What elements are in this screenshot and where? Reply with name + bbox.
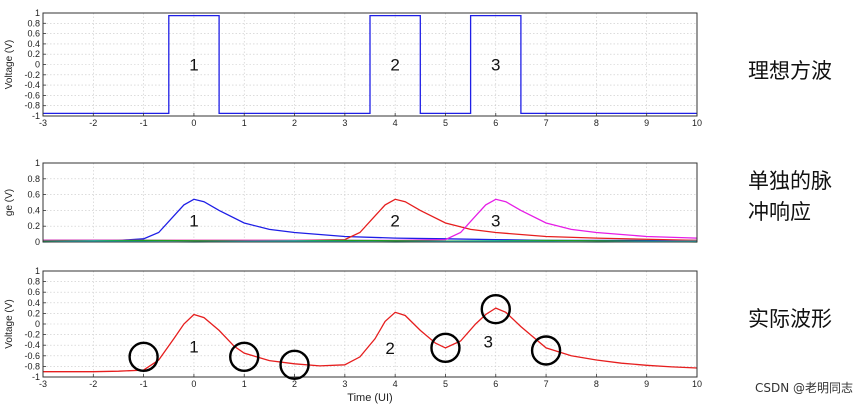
- y-tick-label: 0.6: [27, 190, 40, 200]
- x-tick-label: 4: [393, 118, 398, 128]
- y-tick-label: 0.2: [27, 308, 40, 318]
- y-tick-label: -0.4: [24, 340, 40, 350]
- x-tick-label: 3: [342, 379, 347, 389]
- series-line-1: [43, 307, 698, 373]
- pulse-number-label: 2: [390, 212, 399, 231]
- y-tick-label: 0.8: [27, 174, 40, 184]
- x-tick-label: 1: [242, 118, 247, 128]
- panel-2: 1 0.8 0.6 0.4 0.2 0 ge (V) 1 2 3: [4, 158, 698, 247]
- pulse-number-label: 3: [491, 56, 500, 75]
- x-tick-label: 5: [443, 118, 448, 128]
- x-tick-label: -1: [140, 118, 148, 128]
- series-line-1: [43, 14, 697, 115]
- y-tick-label: 1: [35, 158, 40, 168]
- y-tick-label: 0.6: [27, 287, 40, 297]
- x-tick-label: 4: [393, 379, 398, 389]
- x-tick-label: 3: [342, 118, 347, 128]
- y-tick-label: 0.8: [27, 277, 40, 287]
- x-tick-label: 2: [292, 118, 297, 128]
- y-tick-label: 1: [35, 266, 40, 276]
- pulse-number-label: 1: [189, 212, 198, 231]
- y-tick-label: -0.2: [24, 70, 40, 80]
- x-tick-label: 1: [242, 379, 247, 389]
- label-single-pulse-response: 单独的脉 冲响应: [748, 166, 832, 228]
- x-tick-label: -2: [89, 379, 97, 389]
- sample-marker-circle: [279, 349, 310, 381]
- y-tick-label: -0.8: [24, 361, 40, 371]
- y-tick-label: 0.2: [27, 221, 40, 231]
- x-tick-label: 7: [544, 379, 549, 389]
- sample-marker-circle: [128, 341, 159, 373]
- x-tick-label: 5: [443, 379, 448, 389]
- panel-1: 10.80.60.40.20-0.2-0.4-0.6-0.8-1-3 -2 -1 0 1…: [4, 8, 702, 128]
- x-tick-label: 8: [594, 118, 599, 128]
- pulse-number-label: 1: [189, 56, 198, 75]
- plot-frame: [42, 162, 698, 243]
- x-tick-label: 9: [644, 118, 649, 128]
- label-actual-waveform: 实际波形: [748, 304, 832, 335]
- y-tick-label: -1: [32, 372, 40, 382]
- x-tick-label: 9: [644, 379, 649, 389]
- y-tick-label: 0.4: [27, 205, 40, 215]
- series-line-2: [43, 198, 698, 242]
- x-tick-label: -3: [39, 379, 47, 389]
- x-tick-label: 0: [191, 379, 196, 389]
- x-tick-label: 6: [493, 118, 498, 128]
- pulse-number-label: 3: [483, 332, 492, 351]
- x-tick-label: 0: [191, 118, 196, 128]
- y-axis-label: Voltage (V): [4, 299, 15, 348]
- x-tick-label: -2: [89, 118, 97, 128]
- x-tick-label: -1: [140, 379, 148, 389]
- y-tick-label: 0.4: [27, 39, 40, 49]
- y-tick-label: 0.2: [27, 49, 40, 59]
- watermark: CSDN @老明同志: [754, 381, 853, 395]
- x-tick-label: 8: [594, 379, 599, 389]
- pulse-number-label: 2: [390, 56, 399, 75]
- y-tick-label: -0.6: [24, 90, 40, 100]
- series-line-3: [43, 198, 698, 242]
- y-tick-label: -1: [32, 111, 40, 121]
- x-tick-label: 6: [493, 379, 498, 389]
- sample-marker-circle: [480, 293, 511, 325]
- y-tick-label: 0.4: [27, 298, 40, 308]
- y-tick-label: 0.8: [27, 18, 40, 28]
- x-tick-label: -3: [39, 118, 47, 128]
- y-tick-label: 0: [35, 319, 40, 329]
- y-axis-label: ge (V): [4, 189, 15, 216]
- y-tick-label: 0: [35, 60, 40, 70]
- y-tick-label: 1: [35, 8, 40, 18]
- y-tick-label: -0.8: [24, 101, 40, 111]
- plot-area: [43, 163, 697, 242]
- label-ideal-square-wave: 理想方波: [748, 56, 832, 87]
- panel-3: 10.80.60.40.20-0.2-0.4-0.6-0.8-1-3 -2 -1 0 1…: [4, 266, 702, 404]
- x-tick-label: 10: [692, 118, 702, 128]
- actual-waveform-text: 实际波形: [748, 307, 832, 331]
- y-tick-label: 0.6: [27, 29, 40, 39]
- x-tick-label: 10: [692, 379, 702, 389]
- y-tick-label: -0.2: [24, 330, 40, 340]
- series-line-1: [43, 198, 697, 242]
- x-tick-label: 2: [292, 379, 297, 389]
- pulse-number-label: 2: [385, 339, 394, 358]
- single-pulse-response-line1: 单独的脉: [748, 169, 832, 193]
- y-tick-label: 0: [35, 237, 40, 247]
- y-tick-label: -0.4: [24, 80, 40, 90]
- y-tick-label: -0.6: [24, 351, 40, 361]
- series-line-4: [42, 239, 698, 243]
- pulse-number-label: 3: [491, 212, 500, 231]
- x-axis-label: Time (UI): [347, 392, 392, 404]
- pulse-number-label: 1: [189, 337, 198, 356]
- sample-marker-circle: [530, 335, 562, 366]
- sample-marker-circle: [229, 341, 260, 373]
- ideal-square-wave-text: 理想方波: [748, 59, 832, 83]
- y-axis-label: Voltage (V): [4, 40, 15, 89]
- sample-marker-circle: [430, 332, 461, 364]
- x-tick-label: 7: [544, 118, 549, 128]
- single-pulse-response-line2: 冲响应: [748, 200, 811, 224]
